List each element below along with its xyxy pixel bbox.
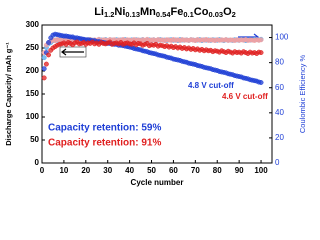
x-tick-label: 50 bbox=[147, 166, 156, 175]
data-point bbox=[41, 66, 47, 72]
y2-tick-label: 20 bbox=[275, 133, 284, 142]
data-point bbox=[258, 80, 264, 85]
x-tick-label: 30 bbox=[103, 166, 112, 175]
x-tick-label: 10 bbox=[59, 166, 68, 175]
title-part: 0.1 bbox=[183, 10, 193, 19]
y-tick-label: 100 bbox=[26, 112, 40, 121]
x-tick-label: 80 bbox=[213, 166, 222, 175]
y2-axis-label: Coulombic Efficiency % bbox=[298, 55, 307, 134]
chart: Li1.2Ni0.13Mn0.54Fe0.1Co0.03O2 Cycle num… bbox=[4, 6, 307, 187]
y-tick-label: 150 bbox=[26, 89, 40, 98]
title-part: Li bbox=[94, 6, 104, 18]
y-tick-label: 300 bbox=[26, 20, 40, 29]
x-tick-label: 70 bbox=[191, 166, 200, 175]
annotation: Capacity retention: 59% bbox=[48, 123, 161, 134]
x-tick-label: 20 bbox=[81, 166, 90, 175]
x-axis-label: Cycle number bbox=[131, 178, 184, 187]
title-part: 2 bbox=[232, 10, 236, 19]
title-part: O bbox=[223, 6, 232, 18]
annotation: 4.6 V cut-off bbox=[222, 92, 268, 101]
y2-tick-label: 60 bbox=[275, 83, 284, 92]
y-axis-label: Discharge Capacity/ mAh g⁻¹ bbox=[4, 42, 13, 146]
y-tick-label: 50 bbox=[30, 135, 39, 144]
title-part: 0.13 bbox=[125, 10, 140, 19]
y2-tick-label: 80 bbox=[275, 58, 284, 67]
x-tick-label: 90 bbox=[235, 166, 244, 175]
data-point bbox=[41, 75, 47, 81]
title-part: 0.03 bbox=[208, 10, 223, 19]
x-tick-label: 60 bbox=[169, 166, 178, 175]
y2-tick-label: 40 bbox=[275, 108, 284, 117]
chart-title: Li1.2Ni0.13Mn0.54Fe0.1Co0.03O2 bbox=[94, 6, 236, 19]
annotation: Capacity retention: 91% bbox=[48, 138, 161, 149]
data-point bbox=[41, 55, 47, 61]
x-tick-label: 0 bbox=[40, 166, 45, 175]
title-part: 0.54 bbox=[156, 10, 171, 19]
y-tick-label: 0 bbox=[35, 158, 40, 167]
annotation: 4.8 V cut-off bbox=[188, 81, 234, 90]
title-part: Co bbox=[194, 6, 209, 18]
title-part: Mn bbox=[140, 6, 156, 18]
data-point bbox=[258, 50, 264, 56]
title-part: Ni bbox=[114, 6, 125, 18]
data-point bbox=[46, 40, 52, 45]
data-point bbox=[258, 37, 264, 43]
x-tick-label: 40 bbox=[125, 166, 134, 175]
y2-tick-label: 0 bbox=[275, 158, 280, 167]
data-point bbox=[46, 52, 52, 58]
x-tick-label: 100 bbox=[254, 166, 268, 175]
arrow-left bbox=[61, 48, 84, 56]
y2-tick-label: 100 bbox=[275, 33, 289, 42]
title-part: Fe bbox=[171, 6, 184, 18]
y-tick-label: 200 bbox=[26, 66, 40, 75]
data-point bbox=[43, 61, 49, 67]
title-part: 1.2 bbox=[104, 10, 114, 19]
y-tick-label: 250 bbox=[26, 43, 40, 52]
